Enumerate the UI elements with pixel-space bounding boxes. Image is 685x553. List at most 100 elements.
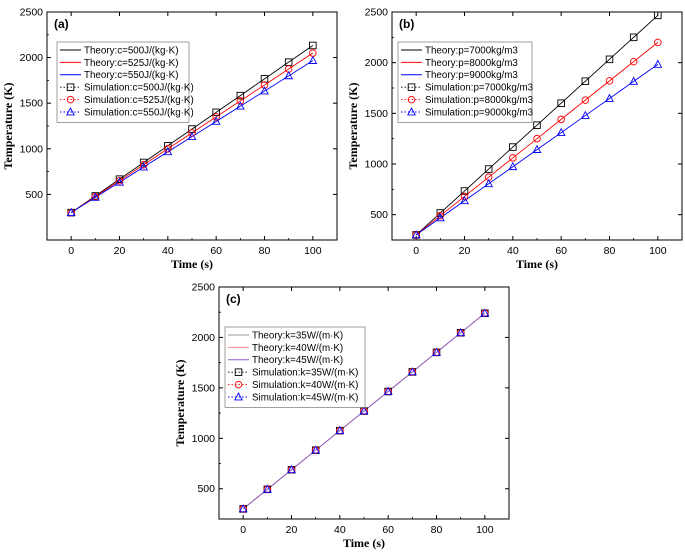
chart-panel-b: 0 20 40 60 80 100 500 1000 1500 2000 2500 Time (s) T… [346,7,683,271]
series-theory-3 [415,64,659,236]
data-point [235,101,245,110]
legend-label: Theory:p=8000kg/m3 [425,58,518,69]
data-point [432,347,441,356]
data-point [238,504,248,513]
y-tick-label: 2500 [20,7,44,19]
y-tick-label: 500 [370,209,388,221]
y-tick-label: 2500 [365,7,389,19]
y-axis-title: Temperature (K) [346,83,360,170]
x-tick-label: 100 [649,245,667,257]
data-point [411,230,421,239]
data-point [436,209,445,217]
data-point [407,367,417,376]
data-point [115,177,124,186]
data-point [311,445,321,454]
legend-item: Theory:p=8000kg/m3 [401,58,518,69]
y-tick-label: 2000 [20,52,44,64]
legend-item: Theory:c=500J/(kg·K) [60,45,178,56]
data-point [383,386,393,395]
data-point [211,116,221,125]
legend-item: Theory:c=550J/(kg·K) [60,70,178,81]
y-tick-label: 2000 [365,57,389,69]
data-point [262,484,272,493]
data-point [309,41,317,50]
data-point [164,145,172,153]
legend-box [56,41,190,123]
data-point [435,213,445,222]
legend-label: Simulation:p=8000kg/m3 [425,95,534,106]
legend-marker [66,95,75,104]
x-tick-label: 20 [286,524,298,536]
y-tick-label: 1500 [365,108,389,120]
data-point [484,178,494,188]
x-tick-label: 0 [413,245,419,257]
legend: Theory:p=7000kg/m3 Theory:p=8000kg/m3Theo… [397,41,534,123]
data-point [605,77,614,85]
legend-label: Simulation:k=45W/(m·K) [252,392,358,403]
legend-label: Theory:c=525J/(kg·K) [84,58,178,69]
y-tick-label: 1000 [20,143,44,155]
data-point [581,96,590,104]
data-point [654,11,662,20]
legend-label: Theory:k=40W/(m·K) [252,343,343,354]
data-point [557,99,565,107]
data-point [605,55,614,64]
panel-label: (b) [399,17,414,31]
data-point [236,97,245,105]
data-point [480,308,490,317]
legend-label: Simulation:p=7000kg/m3 [425,83,534,94]
series-theory-3 [70,60,314,214]
panel-label: (c) [226,292,241,306]
data-point [139,162,149,171]
data-point [629,33,638,42]
x-tick-label: 40 [162,245,174,257]
data-point [212,113,220,121]
legend-label: Simulation:c=550J/(kg·K) [84,107,194,118]
theory-line [415,64,659,236]
x-axis-title: Time (s) [343,536,385,550]
y-tick-label: 500 [197,483,215,495]
legend-item: Simulation:k=40W/(m·K) [228,380,358,391]
data-point [287,464,296,474]
x-tick-label: 60 [382,524,394,536]
legend-label: Theory:p=7000kg/m3 [425,45,518,56]
y-tick-label: 2000 [192,332,216,344]
panel-label: (a) [54,17,69,31]
chart-panel-c: 0 20 40 60 80 100 500 1000 1500 2000 2500 Time (s) T… [173,282,510,550]
data-point [460,187,469,195]
data-point [654,38,662,47]
series-theory-1 [70,45,314,214]
data-point [90,192,100,201]
theory-line [242,312,486,510]
data-point [533,121,541,129]
x-tick-label: 0 [240,524,246,536]
y-tick-label: 2500 [192,282,216,294]
legend-item: Theory:k=35W/(m·K) [228,330,343,341]
data-point [581,77,590,85]
legend-box [224,326,366,408]
x-tick-label: 40 [334,524,346,536]
data-point [212,108,220,117]
theory-line [70,45,314,214]
legend-box [397,41,533,123]
data-point [163,146,173,156]
data-point [260,75,269,83]
x-tick-label: 100 [476,524,494,536]
data-point [605,93,614,102]
legend-item: Simulation:k=45W/(m·K) [228,392,358,403]
legend-marker [407,107,416,116]
legend-label: Simulation:k=40W/(m·K) [252,380,358,391]
data-point [484,165,493,173]
data-point [436,211,445,220]
x-tick-label: 100 [304,245,322,257]
legend-item: Theory:p=9000kg/m3 [401,70,518,81]
data-point [653,59,663,68]
data-point [188,129,196,137]
data-point [66,207,76,216]
series-simulation-1 [412,11,662,239]
legend-label: Theory:p=9000kg/m3 [425,70,518,81]
y-tick-label: 1500 [192,382,216,394]
data-point [580,110,590,119]
x-axis-title: Time (s) [171,257,213,271]
theory-line [415,15,659,236]
